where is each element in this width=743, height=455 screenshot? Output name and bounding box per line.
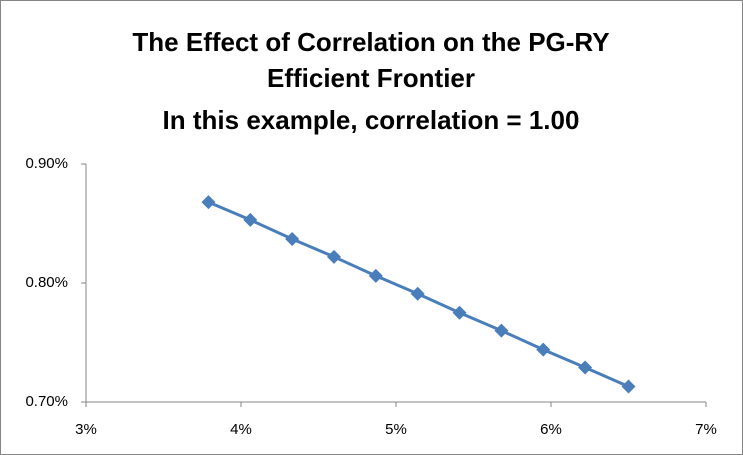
y-tick-label: 0.80% [25,274,68,291]
marker [452,305,467,320]
chart-subtitle: In this example, correlation = 1.00 [162,105,580,135]
marker [201,195,216,210]
x-tick-label: 3% [75,421,97,438]
marker [536,342,551,357]
x-tick-label: 5% [385,421,407,438]
marker [243,212,258,227]
x-tick-label: 4% [230,421,252,438]
marker [578,360,593,375]
marker [368,268,383,283]
marker [327,249,341,264]
x-tick-label: 6% [540,421,562,438]
y-tick-label: 0.70% [25,393,68,410]
marker [410,286,425,301]
marker [621,379,636,394]
marker [494,323,509,338]
x-tick-label: 7% [695,421,717,438]
marker [285,231,300,246]
chart-title: The Effect of Correlation on the PG-RY E… [132,27,610,93]
y-tick-label: 0.90% [25,155,68,172]
